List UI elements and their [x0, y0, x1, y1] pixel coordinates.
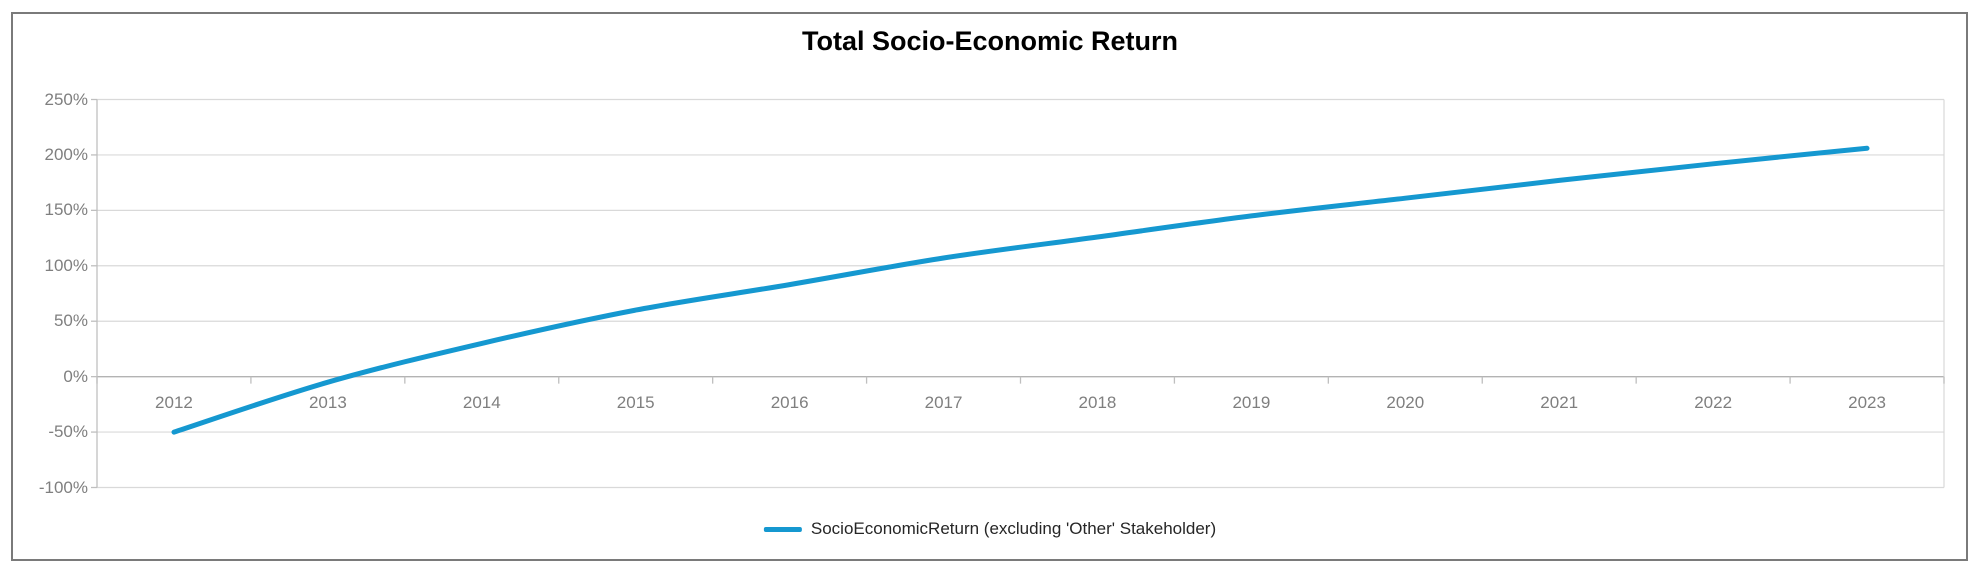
x-axis-tick-label: 2016	[770, 393, 809, 412]
y-axis-tick-label: -50%	[48, 422, 88, 442]
x-axis-tick-label: 2012	[155, 393, 193, 412]
x-axis-tick-label: 2018	[1078, 393, 1117, 412]
chart-title: Total Socio-Economic Return	[801, 26, 1179, 56]
gridlines-group	[97, 98, 1944, 489]
x-axis-tick-label: 2015	[616, 393, 655, 412]
legend-label: SocioEconomicReturn (excluding 'Other' S…	[810, 519, 1217, 538]
x-axis-tick-label: 2020	[1386, 393, 1425, 412]
y-axis-tick-label: 0%	[63, 366, 88, 386]
y-axis-tick-label: 250%	[44, 89, 88, 109]
x-axis-tick-label: 2022	[1694, 393, 1733, 412]
x-axis-tick-label: 2013	[308, 393, 347, 412]
x-axis-tick-label: 2014	[462, 393, 501, 412]
x-axis-tick-label: 2021	[1540, 393, 1579, 412]
x-axis-tick-label: 2017	[924, 393, 963, 412]
axes-group	[91, 98, 1945, 489]
chart-outer-border	[11, 12, 1968, 561]
x-axis-tick-label: 2019	[1232, 393, 1271, 412]
x-axis-tick-label: 2023	[1848, 393, 1886, 412]
y-axis-tick-label: 200%	[44, 144, 88, 164]
legend: SocioEconomicReturn (excluding 'Other' S…	[763, 519, 1217, 539]
y-axis-tick-label: 50%	[53, 311, 88, 331]
series-line	[171, 145, 1870, 435]
y-axis-tick-label: 150%	[44, 200, 88, 220]
y-axis-tick-label: 100%	[44, 255, 88, 275]
y-axis-tick-label: -100%	[38, 477, 88, 497]
legend-line-swatch	[763, 526, 802, 532]
